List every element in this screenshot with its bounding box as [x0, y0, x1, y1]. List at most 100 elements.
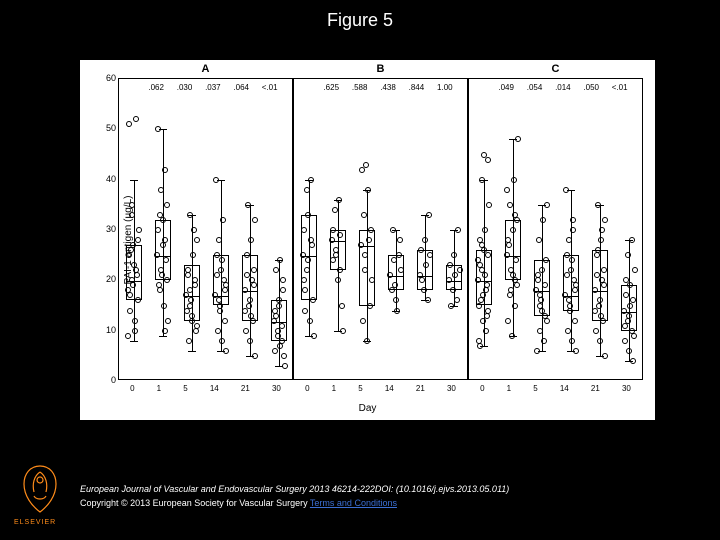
data-point	[594, 272, 600, 278]
data-point	[393, 297, 399, 303]
data-point	[247, 297, 253, 303]
data-point	[544, 202, 550, 208]
data-point	[194, 323, 200, 329]
data-point	[598, 313, 604, 319]
data-point	[277, 343, 283, 349]
data-point	[244, 252, 250, 258]
data-point	[573, 348, 579, 354]
data-point	[280, 277, 286, 283]
data-point	[454, 297, 460, 303]
panel: A .062.030.037.064<.01015142130	[118, 78, 293, 380]
data-point	[368, 227, 374, 233]
data-point	[422, 237, 428, 243]
elsevier-logo	[14, 460, 66, 518]
data-point	[158, 187, 164, 193]
data-point	[504, 187, 510, 193]
data-point	[330, 257, 336, 263]
data-point	[162, 167, 168, 173]
data-point	[448, 303, 454, 309]
data-point	[332, 207, 338, 213]
pvalue: .064	[233, 83, 249, 92]
data-point	[223, 348, 229, 354]
whisker-cap	[159, 336, 167, 337]
data-point	[164, 202, 170, 208]
x-tick: 1	[507, 384, 511, 393]
pvalue: .037	[205, 83, 221, 92]
data-point	[339, 303, 345, 309]
data-point	[219, 338, 225, 344]
data-point	[534, 348, 540, 354]
pvalue: .438	[380, 83, 396, 92]
data-point	[479, 177, 485, 183]
x-tick: 5	[183, 384, 187, 393]
pvalue: <.01	[612, 83, 628, 92]
pvalue-row: .049.054.014.050<.01	[469, 83, 642, 92]
whisker-cap	[130, 180, 138, 181]
data-point	[242, 287, 248, 293]
data-point	[452, 272, 458, 278]
x-tick: 30	[622, 384, 631, 393]
data-point	[482, 272, 488, 278]
data-point	[337, 232, 343, 238]
data-point	[623, 292, 629, 298]
data-point	[251, 282, 257, 288]
data-point	[333, 247, 339, 253]
pvalue: .050	[583, 83, 599, 92]
data-point	[309, 242, 315, 248]
pvalue: <.01	[262, 83, 278, 92]
data-point	[623, 277, 629, 283]
data-point	[245, 202, 251, 208]
data-point	[337, 267, 343, 273]
data-point	[186, 338, 192, 344]
data-point	[281, 353, 287, 359]
data-point	[155, 126, 161, 132]
data-point	[194, 237, 200, 243]
x-tick: 30	[447, 384, 456, 393]
x-axis-label: Day	[80, 403, 655, 414]
terms-link[interactable]: Terms and Conditions	[310, 498, 397, 508]
data-point	[390, 227, 396, 233]
data-point	[223, 282, 229, 288]
data-point	[482, 227, 488, 233]
data-point	[622, 338, 628, 344]
pvalue: .844	[409, 83, 425, 92]
data-point	[535, 272, 541, 278]
data-point	[216, 297, 222, 303]
data-point	[340, 328, 346, 334]
data-point	[277, 257, 283, 263]
data-point	[156, 282, 162, 288]
data-point	[363, 162, 369, 168]
pvalue: .588	[352, 83, 368, 92]
data-point	[447, 262, 453, 268]
x-tick: 0	[130, 384, 134, 393]
data-point	[366, 237, 372, 243]
elsevier-text: ELSEVIER	[14, 519, 56, 526]
data-point	[504, 252, 510, 258]
data-point	[542, 282, 548, 288]
data-point	[602, 217, 608, 223]
data-point	[276, 297, 282, 303]
y-tick: 50	[106, 123, 116, 133]
data-point	[421, 287, 427, 293]
data-point	[572, 318, 578, 324]
data-point	[457, 267, 463, 273]
data-point	[280, 287, 286, 293]
data-point	[418, 247, 424, 253]
data-point	[598, 237, 604, 243]
x-tick: 30	[272, 384, 281, 393]
data-point	[566, 297, 572, 303]
data-point	[304, 267, 310, 273]
data-point	[475, 277, 481, 283]
data-point	[165, 318, 171, 324]
data-point	[507, 292, 513, 298]
data-point	[252, 353, 258, 359]
pvalue-row: .062.030.037.064<.01	[119, 83, 292, 92]
data-point	[601, 282, 607, 288]
data-point	[512, 303, 518, 309]
data-point	[243, 328, 249, 334]
data-point	[187, 212, 193, 218]
data-point	[592, 287, 598, 293]
data-point	[132, 328, 138, 334]
data-point	[362, 252, 368, 258]
x-tick: 14	[560, 384, 569, 393]
